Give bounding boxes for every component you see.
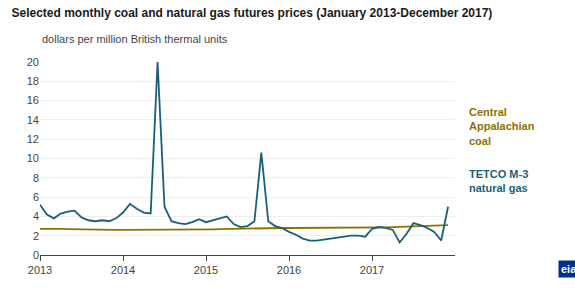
svg-text:2015: 2015 — [194, 264, 218, 276]
svg-text:eia: eia — [561, 263, 575, 275]
svg-text:2: 2 — [33, 230, 39, 242]
svg-text:dollars per million British th: dollars per million British thermal unit… — [42, 33, 228, 45]
svg-text:CentralAppalachiancoal: CentralAppalachiancoal — [469, 106, 535, 147]
svg-text:2017: 2017 — [360, 264, 384, 276]
svg-text:12: 12 — [27, 133, 39, 145]
svg-text:6: 6 — [33, 191, 39, 203]
svg-text:Selected monthly coal and natu: Selected monthly coal and natural gas fu… — [12, 6, 493, 20]
svg-text:14: 14 — [27, 114, 39, 126]
svg-text:16: 16 — [27, 94, 39, 106]
svg-text:0: 0 — [33, 249, 39, 261]
svg-text:TETCO M-3natural gas: TETCO M-3natural gas — [469, 168, 528, 194]
svg-text:4: 4 — [33, 210, 39, 222]
svg-text:18: 18 — [27, 75, 39, 87]
svg-text:20: 20 — [27, 56, 39, 68]
svg-text:2014: 2014 — [111, 264, 135, 276]
svg-text:8: 8 — [33, 172, 39, 184]
svg-text:2013: 2013 — [28, 264, 52, 276]
svg-text:2016: 2016 — [277, 264, 301, 276]
svg-text:10: 10 — [27, 152, 39, 164]
